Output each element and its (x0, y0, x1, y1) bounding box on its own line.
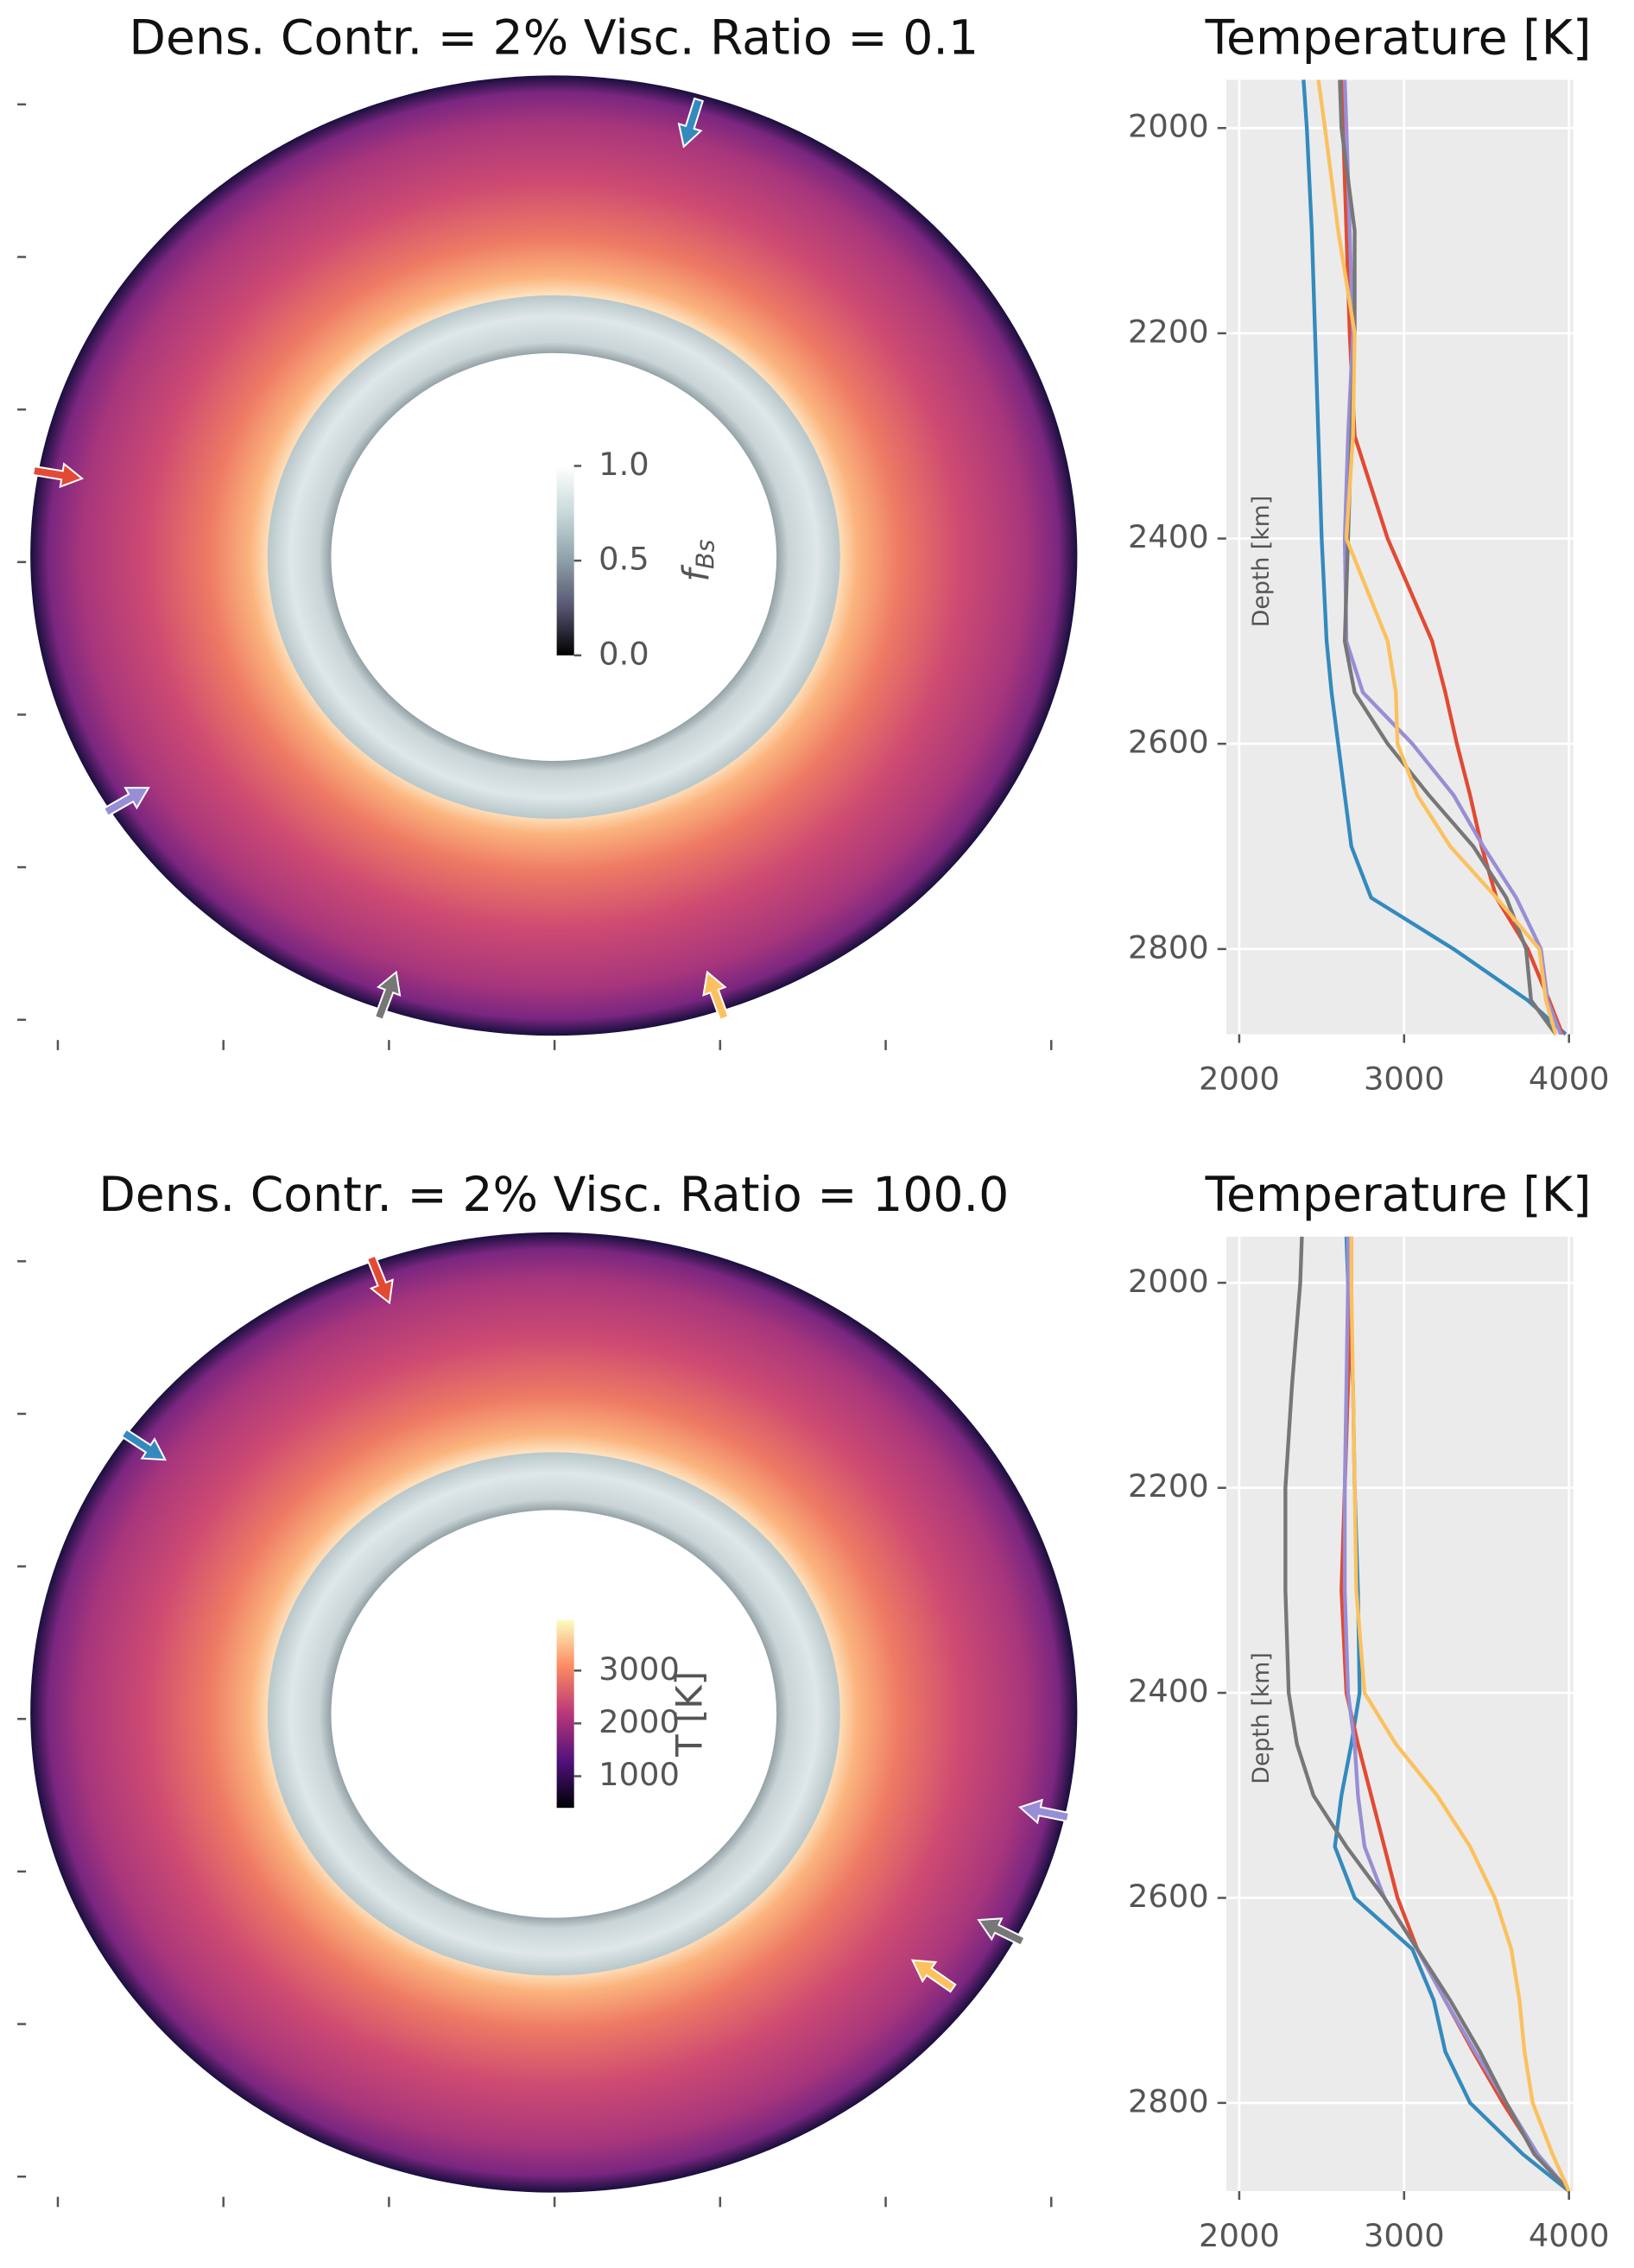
colorbar-tick-label: 1.0 (598, 446, 649, 483)
profile-line (1349, 1236, 1571, 2192)
profile-line (1342, 1236, 1571, 2193)
colorbar-tick-label: 1000 (598, 1756, 680, 1793)
profile-arrow (31, 462, 85, 489)
x-tick-label: 4000 (1529, 1061, 1610, 1098)
y-tick-label: 2400 (1128, 518, 1209, 555)
profile-arrow (1017, 1798, 1070, 1825)
y-tick-label: 2200 (1128, 313, 1209, 350)
y-tick-label: 2400 (1128, 1673, 1209, 1710)
x-tick-label: 2000 (1199, 1061, 1280, 1098)
colorbar-tick-label: 3000 (598, 1650, 680, 1688)
profile-line (1302, 79, 1568, 1036)
y-tick-label: 2000 (1128, 1263, 1209, 1300)
colorbar-tick-label: 0.5 (598, 541, 649, 578)
colorbar-label: fBs (674, 539, 720, 581)
y-tick-label: 2200 (1128, 1467, 1209, 1505)
panel-title: Temperature [K] (1205, 1168, 1592, 1223)
plot-background (1226, 1236, 1574, 2191)
profile-line (1338, 79, 1558, 1036)
profile-line (1342, 79, 1563, 1036)
profile-line (1340, 79, 1565, 1036)
colorbar-label-text: f (674, 565, 717, 582)
colorbar-label: T [K] (668, 1671, 710, 1758)
core (331, 1510, 777, 1918)
plot-background (1226, 79, 1574, 1035)
profile-arrow (702, 970, 730, 1021)
profile-line (1283, 1236, 1571, 2193)
colorbar-tick-label: 2000 (598, 1703, 680, 1740)
y-tick-label: 2800 (1128, 2082, 1209, 2119)
y-tick-label: 2800 (1128, 928, 1209, 966)
x-tick-label: 4000 (1529, 2217, 1610, 2254)
profile-arrow (373, 970, 402, 1021)
panel-title: Dens. Contr. = 2% Visc. Ratio = 100.0 (98, 1168, 1009, 1223)
profile-arrow (910, 1959, 957, 1993)
profile-arrow (365, 1254, 394, 1305)
x-tick-label: 3000 (1364, 2217, 1445, 2254)
panel-title: Dens. Contr. = 2% Visc. Ratio = 0.1 (129, 10, 978, 66)
profile-arrow (120, 1428, 167, 1461)
y-tick-label: 2000 (1128, 108, 1209, 145)
x-tick-label: 2000 (1199, 2217, 1280, 2254)
profile-arrow (102, 787, 150, 818)
profile-arrow (677, 97, 705, 149)
profile-line (1316, 79, 1558, 1036)
profile-arrow (977, 1917, 1026, 1947)
colorbar-label-text: T [K] (668, 1671, 710, 1758)
y-axis-label: Depth [km] (1248, 496, 1275, 628)
y-tick-label: 2600 (1128, 724, 1209, 761)
y-tick-label: 2600 (1128, 1878, 1209, 1915)
y-axis-label: Depth [km] (1248, 1652, 1275, 1784)
colorbar-tick-label: 0.0 (598, 635, 649, 672)
colorbar-label-sub: Bs (692, 539, 720, 569)
colorbar (556, 1619, 574, 1809)
panel-title: Temperature [K] (1205, 10, 1592, 66)
core (331, 352, 777, 762)
x-tick-label: 3000 (1364, 1061, 1445, 1098)
colorbar (556, 466, 574, 656)
